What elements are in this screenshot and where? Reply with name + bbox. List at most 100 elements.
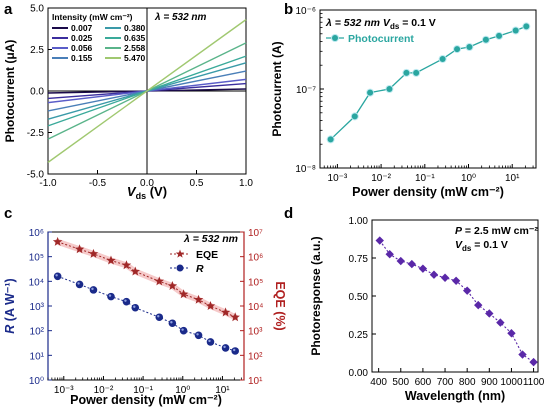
panel-label: c	[4, 205, 12, 222]
x-tick-label: 10⁻¹	[133, 385, 153, 396]
eqe-point	[74, 244, 85, 254]
y-right-tick-label: 10⁷	[248, 228, 263, 239]
data-point	[396, 256, 405, 266]
eqe-point	[178, 289, 189, 299]
eqe-point	[121, 260, 132, 270]
legend-label: 0.635	[124, 33, 146, 43]
legend-marker	[332, 35, 338, 41]
data-point	[482, 36, 489, 43]
panel-a: a -1.0 -0.5 0.0 0.5 1.0 -5.0 -2.5 0.0 2.5 5.0 Inten…	[3, 1, 253, 201]
data-point	[375, 236, 384, 245]
x-tick-label: -1.0	[39, 178, 57, 189]
data-point	[466, 44, 473, 51]
r-point	[53, 272, 62, 281]
x-tick-label: 10⁰	[175, 385, 190, 396]
y-tick-label: 2.5	[30, 45, 44, 56]
y-tick-label: 10⁻⁷	[296, 85, 316, 96]
eqe-point	[193, 294, 204, 304]
y-left-tick-label: 10³	[30, 302, 45, 313]
legend-title: Intensity (mW cm⁻²)	[52, 12, 133, 22]
y-tick-label: 10⁻⁶	[295, 6, 316, 17]
legend-label: 0.380	[124, 23, 146, 33]
legend-label: 0.056	[71, 43, 93, 53]
legend-label: 0.025	[71, 33, 93, 43]
panel-label: a	[4, 1, 13, 18]
x-tick-label: 900	[481, 377, 498, 388]
panel-b: b 10⁻³ 10⁻² 10⁻¹ 10⁰ 10¹ 10⁻⁸ 10⁻⁷ 10⁻⁶ λ = 532 n…	[270, 1, 537, 199]
x-tick-label: 10⁰	[461, 173, 476, 184]
data-point	[327, 136, 334, 143]
legend-label-eqe: EQE	[196, 249, 218, 261]
r-point-highlight	[233, 348, 236, 352]
data-point	[440, 273, 450, 282]
annotation: λ = 532 nm	[154, 12, 207, 23]
y-tick-label: -5.0	[27, 170, 45, 181]
y-right-tick-label: 10¹	[248, 376, 263, 387]
y-left-tick-label: 10⁰	[29, 376, 44, 387]
y-tick-label: 1.00	[349, 216, 369, 227]
r-point	[107, 292, 115, 301]
y-right-tick-label: 10⁵	[248, 277, 263, 288]
x-axis-label: Wavelength (nm)	[405, 389, 505, 403]
r-point	[155, 313, 164, 322]
x-axis-label: Vds (V)	[127, 184, 167, 201]
data-point	[413, 69, 420, 76]
data-point	[429, 270, 439, 279]
x-tick-label: 800	[459, 377, 476, 388]
y-right-tick-label: 10³	[248, 327, 263, 338]
data-point	[462, 286, 472, 295]
r-point	[179, 326, 188, 335]
legend-marker-r	[176, 264, 184, 272]
r-point	[131, 303, 140, 312]
y-axis-label: Photoresponse (a.u.)	[309, 236, 323, 355]
x-tick-label: 500	[392, 377, 409, 388]
x-tick-label: 10⁻²	[94, 385, 114, 396]
eqe-point	[220, 307, 231, 317]
r-point-highlight	[55, 274, 58, 277]
y-right-tick-label: 10²	[248, 351, 263, 362]
r-point-highlight	[157, 315, 160, 318]
y-left-axis-label: R (A W⁻¹)	[3, 278, 17, 333]
series-line	[47, 19, 247, 163]
annotation-line1: P = 2.5 mW cm⁻²	[455, 225, 538, 237]
data-point	[403, 69, 410, 76]
legend-label: Photocurrent	[348, 33, 414, 45]
data-point	[518, 350, 527, 359]
data-point	[418, 264, 428, 273]
x-tick-label: 1100	[523, 377, 545, 388]
x-axis-label: Power density (mW cm⁻²)	[352, 185, 504, 199]
x-tick-label: -0.5	[89, 178, 107, 189]
data-point	[507, 329, 516, 338]
y-tick-label: -2.5	[27, 128, 45, 139]
eqe-point	[88, 248, 99, 258]
r-point-highlight	[124, 299, 127, 302]
x-tick-label: 10¹	[505, 173, 520, 184]
x-tick-label: 700	[437, 377, 454, 388]
y-left-tick-label: 10⁴	[29, 277, 44, 288]
data-point	[474, 300, 483, 310]
x-tick-label: 10⁻³	[328, 173, 348, 184]
panel-label: d	[284, 205, 293, 222]
legend-label: 5.470	[124, 53, 146, 63]
legend-label: 2.558	[124, 43, 146, 53]
eqe-point	[230, 312, 240, 322]
data-point	[496, 32, 503, 39]
eqe-point	[130, 266, 141, 276]
panel-label: b	[284, 1, 293, 18]
eqe-point	[106, 255, 116, 265]
y-tick-label: 0.00	[349, 368, 369, 379]
y-left-tick-label: 10¹	[30, 351, 45, 362]
r-point-highlight	[196, 333, 199, 336]
y-axis-label: Photocurrent (A)	[270, 41, 284, 136]
data-point	[439, 55, 446, 62]
r-point	[168, 319, 177, 328]
annotation: λ = 532 nm	[183, 233, 238, 245]
annotation-line2: Vds = 0.1 V	[455, 239, 508, 253]
data-point	[496, 318, 505, 327]
data-point	[529, 357, 538, 367]
x-tick-label: 10⁻¹	[415, 173, 435, 184]
x-tick-label: 10¹	[215, 385, 230, 396]
data-point	[385, 250, 394, 259]
r-point	[194, 331, 203, 340]
y-tick-label: 10⁻⁸	[295, 164, 316, 175]
